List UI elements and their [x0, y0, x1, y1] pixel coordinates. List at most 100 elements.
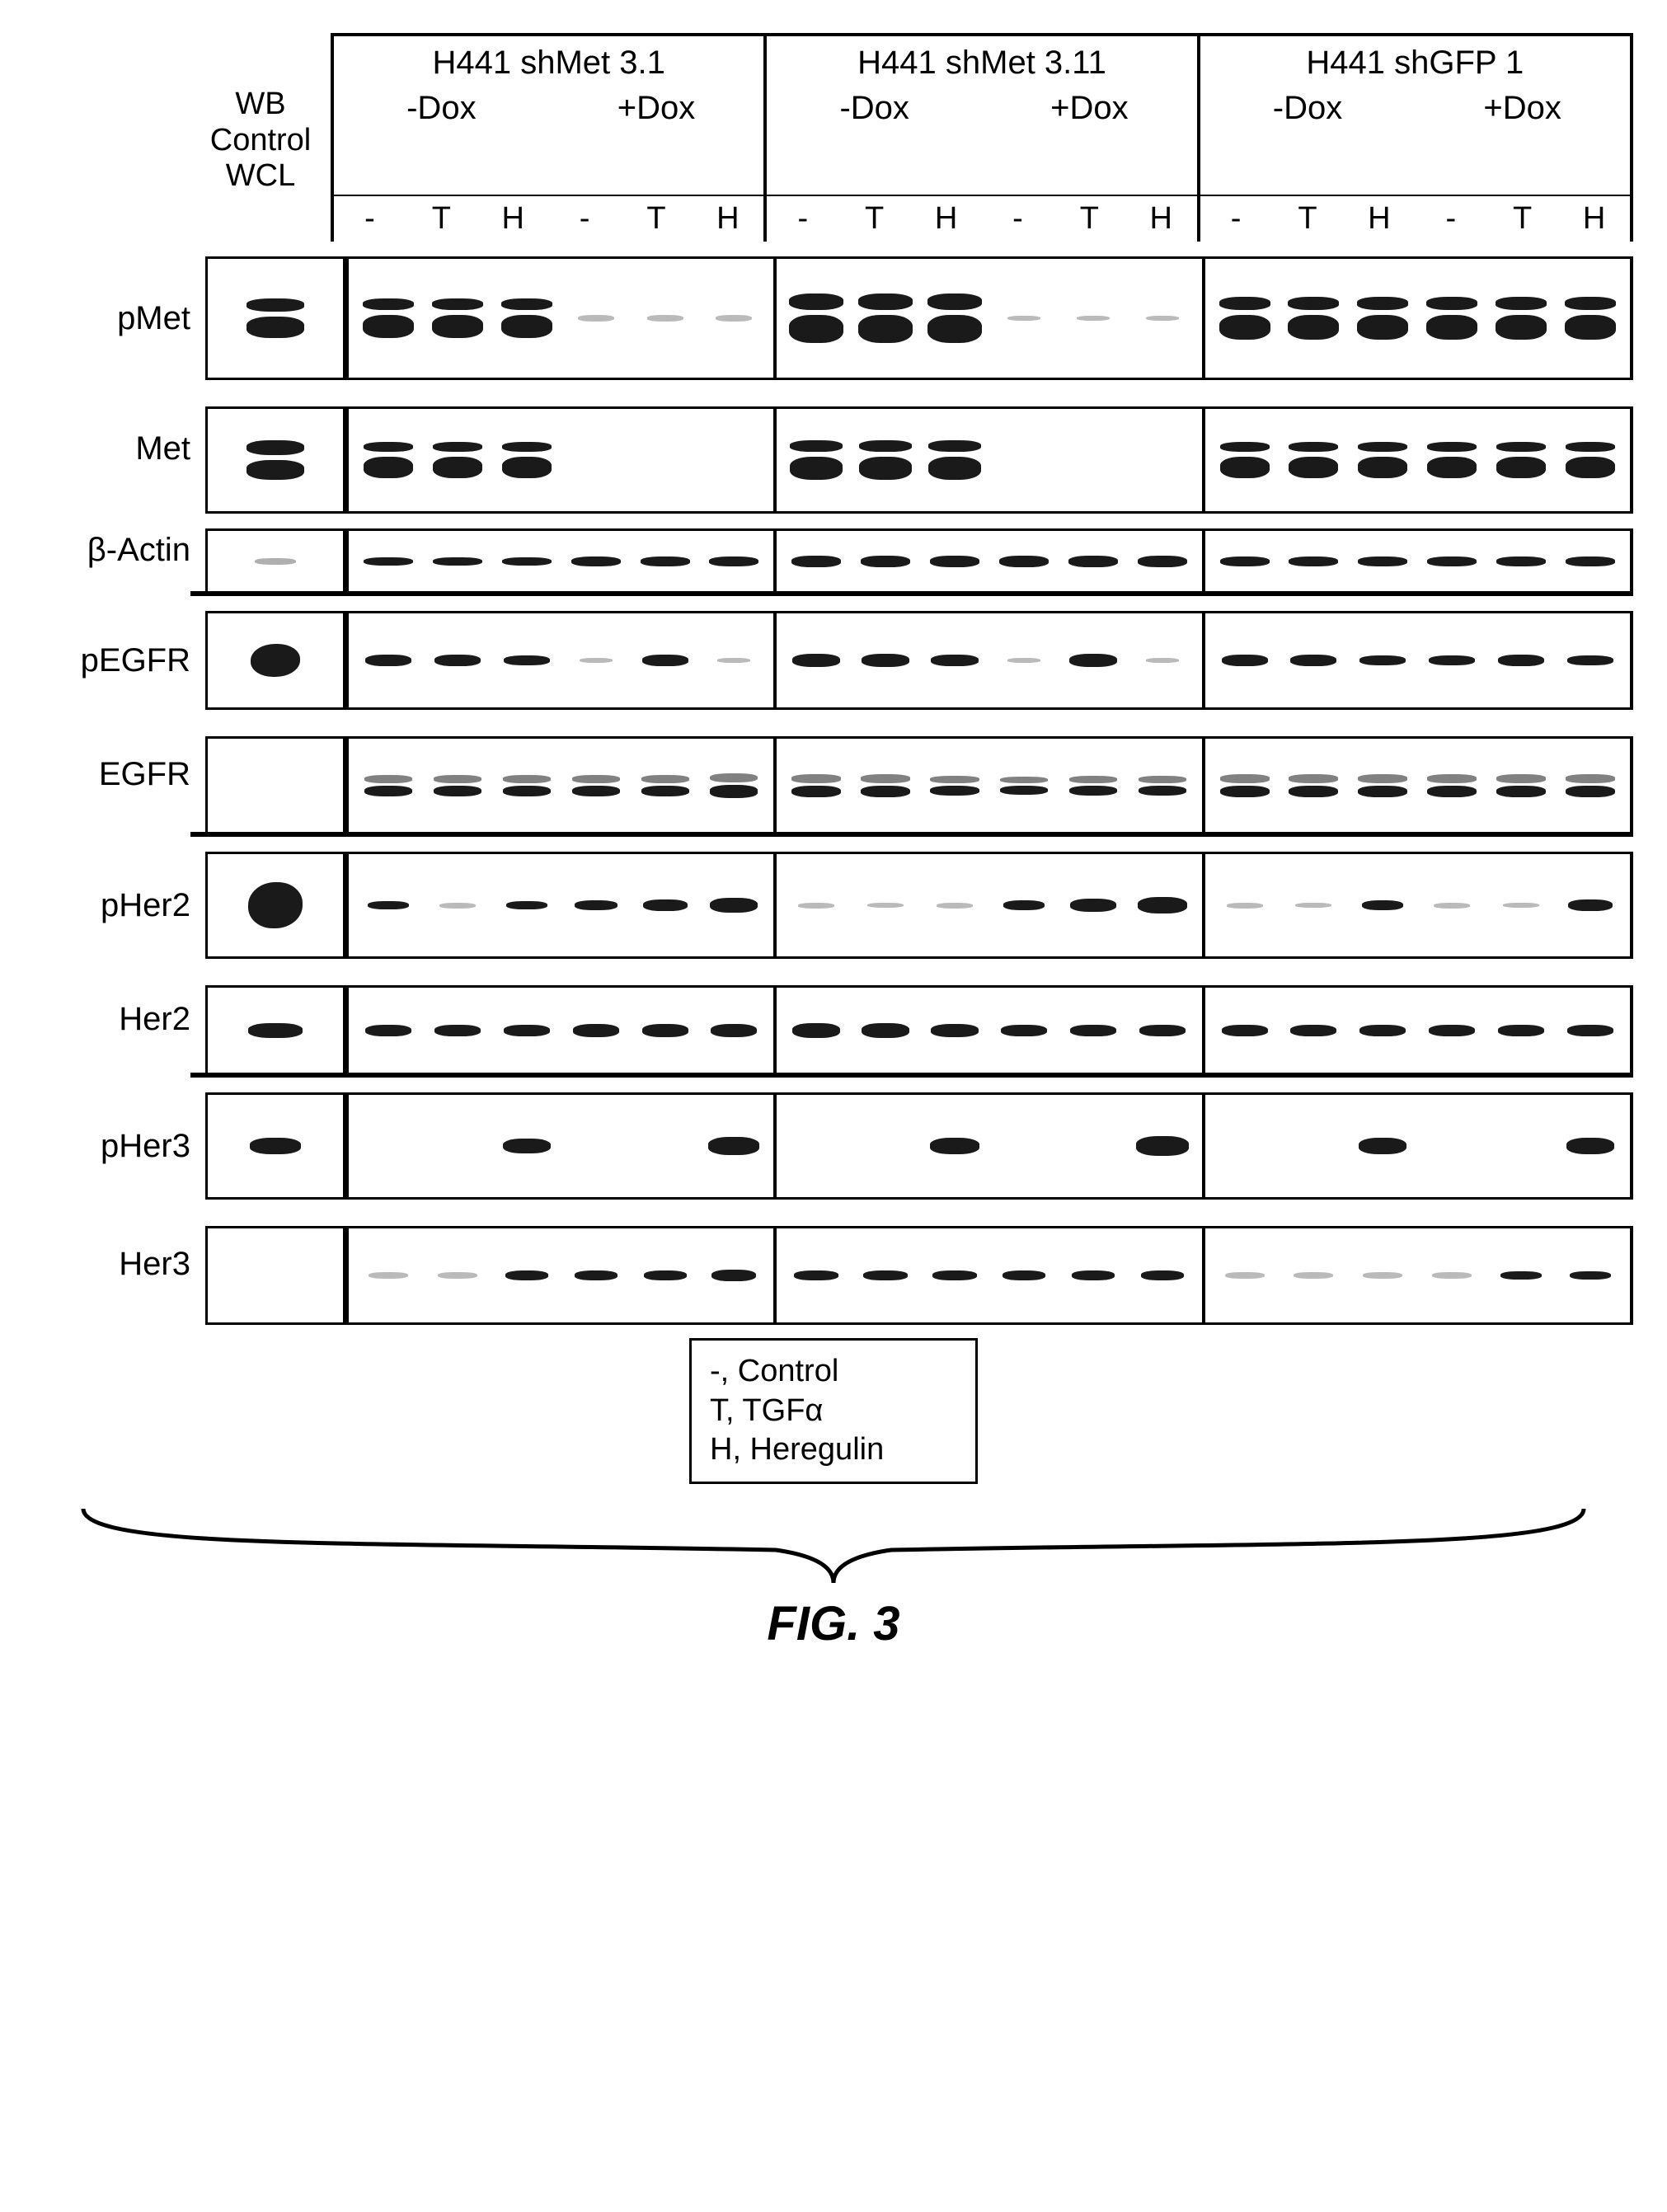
group-lanes [345, 852, 773, 959]
lane-label: - [1200, 196, 1272, 242]
lane [920, 988, 989, 1073]
lane [423, 1228, 492, 1322]
lane [699, 1095, 768, 1197]
lane [631, 1095, 700, 1197]
control-lane [205, 736, 345, 835]
lane [561, 1228, 631, 1322]
lane [208, 1095, 343, 1197]
lane [1348, 531, 1417, 592]
lane [631, 613, 700, 707]
lane [423, 259, 492, 378]
lane [423, 988, 492, 1073]
lane [492, 1095, 561, 1197]
lane [699, 613, 768, 707]
blot-row: pEGFR [34, 611, 1633, 710]
lane [354, 409, 423, 511]
lane-label: - [1415, 196, 1486, 242]
lane [920, 739, 989, 833]
lane [1556, 988, 1625, 1073]
lane [354, 259, 423, 378]
group-label-2: H441 shGFP 1 [1197, 33, 1633, 87]
blot-row: pMet [34, 256, 1633, 380]
lane [1417, 613, 1486, 707]
lane [1210, 1095, 1280, 1197]
lane [561, 531, 631, 592]
lane-label: H [477, 196, 549, 242]
blot-row: Her3 [34, 1214, 1633, 1313]
group-lanes [345, 256, 773, 380]
lane [1210, 854, 1280, 956]
lane [1128, 854, 1197, 956]
row-label: pHer2 [34, 852, 205, 959]
lane [1210, 988, 1280, 1073]
lane [1280, 613, 1349, 707]
lane [1128, 739, 1197, 833]
lane [782, 409, 851, 511]
lane [1059, 531, 1128, 592]
group-lanes [345, 736, 773, 835]
row-label: Her3 [34, 1214, 205, 1313]
lane [1556, 1228, 1625, 1322]
lane [920, 1228, 989, 1322]
lane [989, 1095, 1059, 1197]
lane [1128, 613, 1197, 707]
lane [851, 739, 920, 833]
control-lane [205, 1092, 345, 1200]
lane [561, 613, 631, 707]
lane [561, 259, 631, 378]
row-label: Met [34, 395, 205, 502]
lane [1348, 988, 1417, 1073]
lane [492, 409, 561, 511]
lane [1280, 1095, 1349, 1197]
dox-label: +Dox [549, 87, 764, 195]
group-lanes [345, 611, 773, 710]
lane [782, 531, 851, 592]
group-lanes [773, 1226, 1201, 1325]
western-blot-figure: H441 shMet 3.1 H441 shMet 3.11 H441 shGF… [34, 33, 1633, 1651]
control-lane [205, 852, 345, 959]
lane [1417, 259, 1486, 378]
dox-label: -Dox [767, 87, 982, 195]
blot-rows: pMetMetβ-ActinpEGFREGFRpHer2Her2pHer3Her… [34, 256, 1633, 1313]
lane [423, 613, 492, 707]
lane [631, 409, 700, 511]
lane [1486, 1228, 1556, 1322]
lane [492, 259, 561, 378]
dox-header-row: WB Control WCL -Dox +Dox -Dox +Dox -Dox … [34, 87, 1633, 195]
lane [1128, 1228, 1197, 1322]
lane-label: - [549, 196, 621, 242]
blot-row: Met [34, 395, 1633, 502]
lane [1280, 531, 1349, 592]
lane [631, 739, 700, 833]
lane [851, 988, 920, 1073]
lane [631, 1228, 700, 1322]
lane [1280, 988, 1349, 1073]
blot-row: pHer2 [34, 852, 1633, 959]
lane [492, 613, 561, 707]
lane [920, 1095, 989, 1197]
lane [989, 988, 1059, 1073]
group-lanes [1202, 611, 1633, 710]
lane [1417, 1095, 1486, 1197]
lane [208, 988, 343, 1073]
group-lanes [773, 1092, 1201, 1200]
lane [1348, 259, 1417, 378]
lane-label: T [1486, 196, 1558, 242]
lane [561, 1095, 631, 1197]
group-lanes [1202, 1226, 1633, 1325]
brace-icon [34, 1492, 1633, 1591]
lane-label: T [1054, 196, 1125, 242]
lane-label: - [982, 196, 1054, 242]
lane-label: H [692, 196, 763, 242]
lane-label: - [767, 196, 838, 242]
lane [1128, 988, 1197, 1073]
lane [1280, 259, 1349, 378]
lane [699, 854, 768, 956]
lane [1486, 409, 1556, 511]
lane [208, 1228, 343, 1322]
lane [1280, 739, 1349, 833]
lane [1128, 409, 1197, 511]
figure-caption: FIG. 3 [34, 1596, 1633, 1651]
lane-label: T [621, 196, 693, 242]
lane [631, 531, 700, 592]
